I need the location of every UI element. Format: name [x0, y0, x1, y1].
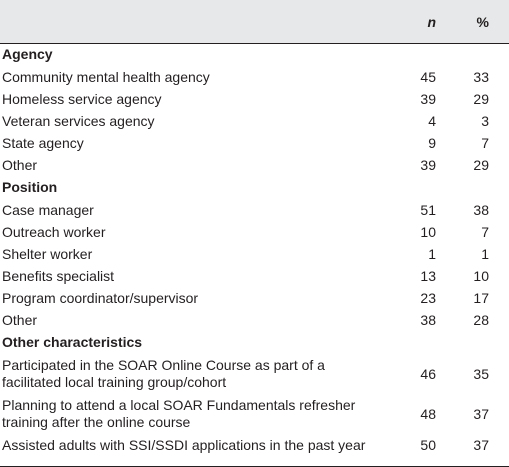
row-n: 23	[420, 289, 436, 306]
row-percent: 17	[473, 289, 489, 306]
row-n: 46	[420, 365, 436, 382]
section-row-other-characteristics: Other characteristics	[0, 331, 509, 354]
header-percent: %	[476, 13, 489, 30]
row-label-line: facilitated local training group/cohort	[2, 374, 227, 390]
table-row: Benefits specialist 13 10	[0, 265, 509, 287]
row-percent: 7	[481, 223, 489, 240]
row-percent: 7	[481, 134, 489, 151]
row-label-line: training after the online course	[2, 414, 191, 430]
row-percent: 3	[481, 112, 489, 129]
table-row: Case manager 51 38	[0, 199, 509, 221]
row-label: Homeless service agency	[2, 90, 162, 107]
row-percent: 29	[473, 90, 489, 107]
row-label: Shelter worker	[2, 245, 93, 262]
table-row: Participated in the SOAR Online Course a…	[0, 354, 509, 394]
row-n: 4	[428, 112, 436, 129]
row-label: Benefits specialist	[2, 267, 115, 284]
row-percent: 38	[473, 201, 489, 218]
characteristics-table: n % Agency Community mental health agenc…	[0, 0, 509, 456]
section-title-agency: Agency	[2, 46, 53, 62]
header-row: n %	[0, 0, 509, 43]
table-row: Community mental health agency 45 33	[0, 66, 509, 88]
row-n: 10	[420, 223, 436, 240]
row-label: Participated in the SOAR Online Course a…	[0, 354, 396, 394]
header-label	[0, 0, 396, 43]
row-n: 39	[420, 156, 436, 173]
row-n: 39	[420, 90, 436, 107]
section-title-other-characteristics: Other characteristics	[2, 334, 143, 350]
section-row-position: Position	[0, 176, 509, 199]
table-row: Veteran services agency 4 3	[0, 110, 509, 132]
row-n: 13	[420, 267, 436, 284]
row-percent: 35	[473, 365, 489, 382]
table-body: Agency Community mental health agency 45…	[0, 43, 509, 456]
row-percent: 29	[473, 156, 489, 173]
table-row: Other 38 28	[0, 309, 509, 331]
table-row: Shelter worker 1 1	[0, 243, 509, 265]
row-label: Veteran services agency	[2, 112, 155, 129]
row-label: Other	[2, 156, 38, 173]
row-percent: 28	[473, 311, 489, 328]
row-n: 48	[420, 405, 436, 422]
table-row: State agency 9 7	[0, 132, 509, 154]
table-row: Other 39 29	[0, 154, 509, 176]
row-label: Case manager	[2, 201, 94, 218]
row-label: Other	[2, 311, 38, 328]
table-header: n %	[0, 0, 509, 43]
row-n: 9	[428, 134, 436, 151]
section-title-position: Position	[2, 179, 58, 195]
row-n: 50	[420, 436, 436, 453]
row-label: Community mental health agency	[2, 68, 210, 85]
row-label: Program coordinator/supervisor	[2, 289, 199, 306]
header-divider	[0, 43, 509, 44]
row-percent: 33	[473, 68, 489, 85]
row-label-line: Participated in the SOAR Online Course a…	[2, 357, 325, 373]
table-row: Program coordinator/supervisor 23 17	[0, 287, 509, 309]
row-percent: 10	[473, 267, 489, 284]
table-row: Outreach worker 10 7	[0, 221, 509, 243]
row-label: Planning to attend a local SOAR Fundamen…	[0, 394, 396, 434]
row-label: State agency	[2, 134, 84, 151]
table-row: Assisted adults with SSI/SSDI applicatio…	[0, 434, 509, 456]
section-row-agency: Agency	[0, 43, 509, 66]
row-percent: 37	[473, 405, 489, 422]
row-label-line: Planning to attend a local SOAR Fundamen…	[2, 397, 356, 413]
header-n: n	[427, 13, 436, 30]
row-percent: 37	[473, 436, 489, 453]
table-row: Homeless service agency 39 29	[0, 88, 509, 110]
row-percent: 1	[481, 245, 489, 262]
table-row: Planning to attend a local SOAR Fundamen…	[0, 394, 509, 434]
row-n: 45	[420, 68, 436, 85]
row-n: 51	[420, 201, 436, 218]
row-label: Outreach worker	[2, 223, 106, 240]
row-label: Assisted adults with SSI/SSDI applicatio…	[2, 436, 366, 453]
row-n: 1	[428, 245, 436, 262]
row-n: 38	[420, 311, 436, 328]
